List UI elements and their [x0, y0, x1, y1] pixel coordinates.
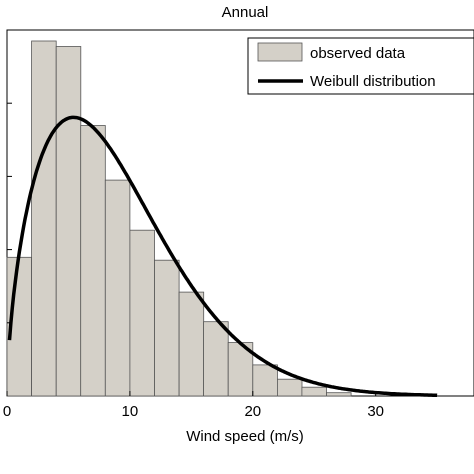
histogram-bar	[80, 125, 106, 397]
legend: observed data Weibull distribution	[247, 37, 474, 95]
legend-label-observed: observed data	[310, 45, 406, 62]
histogram-bar	[301, 386, 327, 397]
histogram-bar	[129, 229, 155, 397]
histogram-bar	[178, 291, 205, 397]
chart-title: Annual	[222, 4, 269, 21]
y-axis-ticks	[7, 102, 12, 324]
histogram-bar	[252, 364, 278, 397]
x-tick-label: 30	[367, 403, 384, 420]
legend-swatch-observed	[257, 42, 303, 62]
x-axis-ticks: 0 10 20 30	[3, 391, 384, 420]
legend-label-weibull: Weibull distribution	[310, 73, 436, 90]
x-tick-label: 10	[122, 403, 139, 420]
x-tick-label: 20	[244, 403, 261, 420]
histogram-bar	[154, 259, 180, 397]
x-tick-label: 0	[3, 403, 11, 420]
histogram-bars	[6, 40, 352, 397]
histogram-bar	[203, 321, 229, 397]
x-axis-label: Wind speed (m/s)	[186, 428, 304, 445]
histogram-bar	[55, 46, 82, 397]
histogram-bar	[326, 392, 352, 397]
histogram-bar	[31, 40, 57, 397]
weibull-curve	[7, 115, 438, 398]
histogram-bar	[276, 378, 303, 397]
histogram-bar	[104, 179, 131, 397]
